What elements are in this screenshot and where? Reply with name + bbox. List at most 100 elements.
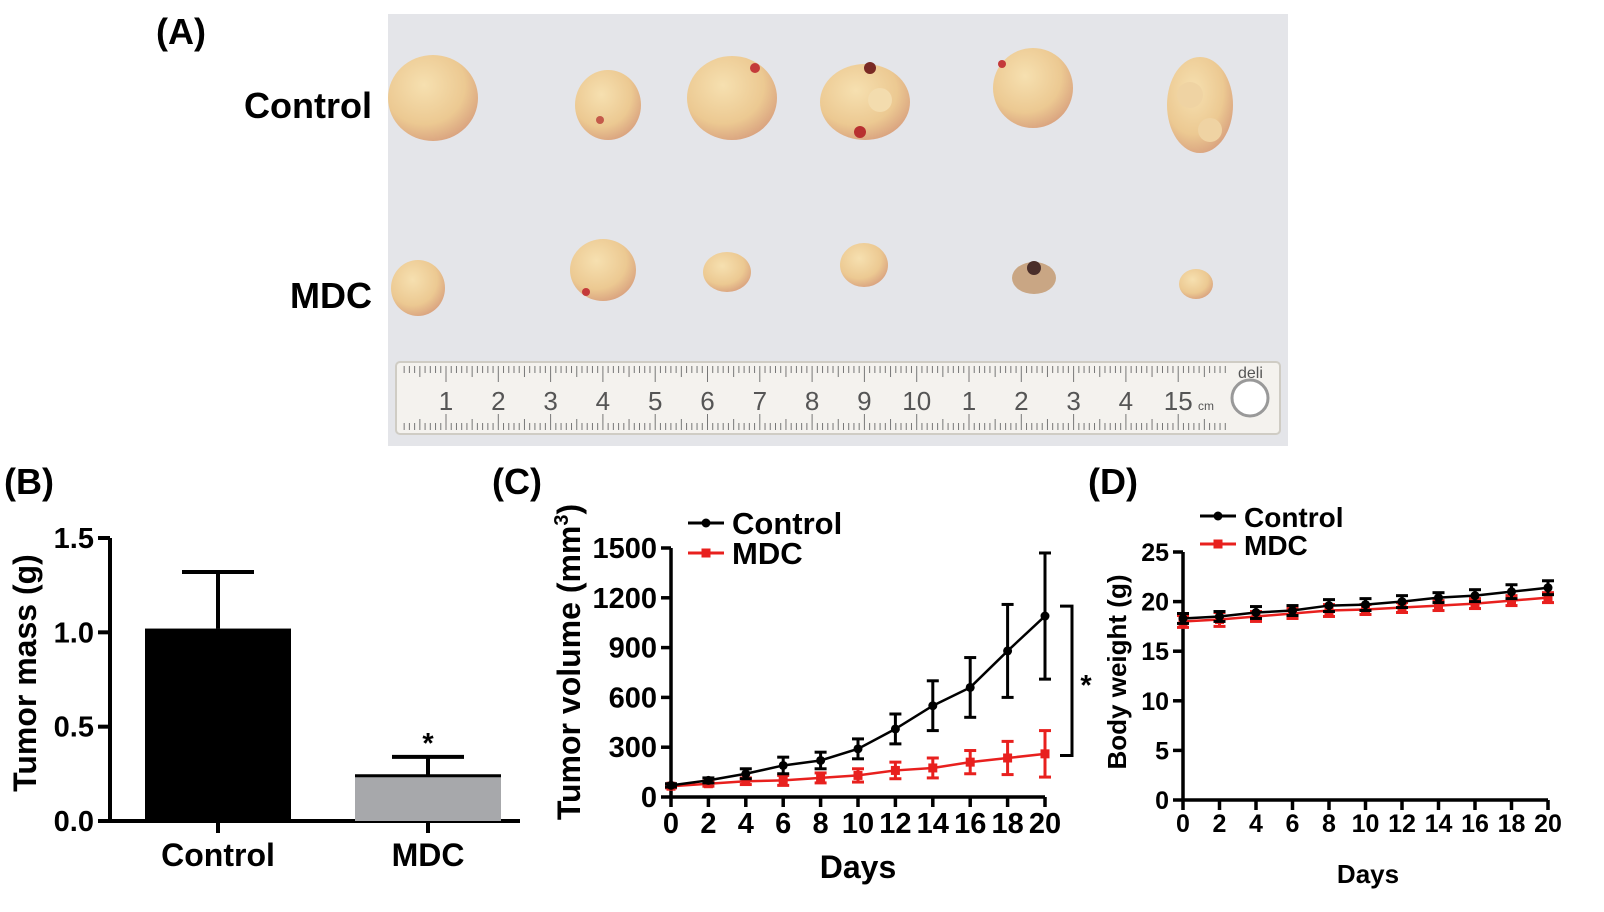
x-axis-label: Days <box>1337 859 1399 889</box>
ruler-number: 3 <box>1066 386 1080 416</box>
panel-label-a: (A) <box>156 11 206 52</box>
x-tick-label: 4 <box>738 808 754 840</box>
point-control <box>1003 646 1013 656</box>
blood-spot <box>864 62 876 74</box>
tumor-nodule <box>1198 118 1222 142</box>
x-tick-label: 16 <box>1461 810 1489 838</box>
point-mdc <box>928 763 938 773</box>
panel-label-c: (C) <box>492 461 542 502</box>
ruler-number: 8 <box>805 386 819 416</box>
ruler-number: 5 <box>648 386 662 416</box>
point-control <box>1507 587 1516 597</box>
ruler-unit: cm <box>1198 399 1214 413</box>
point-control <box>1040 611 1050 621</box>
point-control <box>1288 606 1297 616</box>
significance-bracket <box>1060 604 1074 757</box>
blood-spot <box>854 126 866 138</box>
y-tick-label: 600 <box>609 682 657 714</box>
y-tick-label: 0.0 <box>54 806 94 838</box>
y-tick-label: 25 <box>1141 539 1169 567</box>
tumor-mdc-4 <box>840 243 888 287</box>
y-tick-label: 0.5 <box>54 712 94 744</box>
tumor-nodule <box>1177 82 1203 108</box>
x-tick-label: 20 <box>1029 808 1061 840</box>
point-control <box>1543 583 1553 593</box>
point-control <box>778 760 788 770</box>
panel-label-b: (B) <box>4 461 54 502</box>
point-mdc <box>853 770 863 780</box>
point-control <box>1470 591 1480 601</box>
x-tick-label: Control <box>161 837 275 873</box>
y-tick-label: 900 <box>609 633 657 665</box>
y-tick-label: 0 <box>1155 787 1169 815</box>
x-tick-label: 16 <box>954 808 986 840</box>
significance-star: * <box>422 728 434 760</box>
tumor-mdc-2 <box>570 239 636 301</box>
bar-control <box>145 628 291 821</box>
x-tick-label: 14 <box>917 808 949 840</box>
y-tick-label: 5 <box>1155 737 1169 765</box>
point-mdc <box>1543 593 1553 603</box>
y-tick-label: 1.5 <box>54 523 94 555</box>
legend-label-mdc: MDC <box>732 536 803 571</box>
tumor-control-5 <box>993 48 1073 128</box>
mdc-tumors <box>391 239 1213 316</box>
legend-marker-control <box>1213 511 1223 521</box>
x-tick-label: 2 <box>700 808 716 840</box>
ruler-number: 3 <box>543 386 557 416</box>
row-label-control: Control <box>244 85 372 126</box>
legend-label-mdc: MDC <box>1244 530 1308 561</box>
chart-c: Tumor volume (mm3) Days 0 300 600 900 1200 15… <box>551 504 1092 885</box>
blood-spot <box>582 288 590 296</box>
x-tick-label: 10 <box>842 808 874 840</box>
legend-marker-mdc <box>1213 539 1223 549</box>
ruler-number: 4 <box>596 386 610 416</box>
y-tick-label: 1500 <box>592 533 657 565</box>
point-control <box>1178 613 1188 623</box>
x-tick-label: 14 <box>1425 810 1453 838</box>
x-tick-label: 6 <box>1286 810 1300 838</box>
ruler-number: 15 <box>1164 386 1193 416</box>
blood-spot <box>998 60 1006 68</box>
point-control <box>816 755 826 765</box>
blood-spot <box>596 116 604 124</box>
point-control <box>1324 601 1334 611</box>
y-tick-label: 1200 <box>592 583 657 615</box>
point-control <box>890 724 900 734</box>
ruler-number: 6 <box>700 386 714 416</box>
tumor-control-6 <box>1167 57 1233 153</box>
tumor-nodule <box>868 88 892 112</box>
point-control <box>928 701 938 711</box>
ruler-numbers: 1 2 3 4 5 6 7 8 9 10 1 2 3 4 15 <box>439 386 1193 416</box>
control-tumors <box>388 48 1233 153</box>
legend-label-control: Control <box>732 506 842 541</box>
tumor-photo: 1 2 3 4 5 6 7 8 9 10 1 2 3 4 15 deli cm <box>388 14 1288 446</box>
ruler-brand: deli <box>1238 365 1263 382</box>
y-tick-label: 0 <box>641 782 657 814</box>
point-control <box>703 775 713 785</box>
blood-spot <box>750 63 760 73</box>
ruler-ticks <box>403 366 1226 430</box>
x-tick-label: 6 <box>775 808 791 840</box>
point-control <box>741 769 751 779</box>
y-axis-label: Tumor mass (g) <box>7 554 43 792</box>
y-tick-label: 20 <box>1141 589 1169 617</box>
point-control <box>965 682 975 692</box>
point-control <box>1251 608 1261 618</box>
x-tick-label: 18 <box>991 808 1023 840</box>
tumor-mdc-6 <box>1179 269 1213 299</box>
y-tick-label: 15 <box>1141 638 1169 666</box>
ruler: 1 2 3 4 5 6 7 8 9 10 1 2 3 4 15 deli cm <box>395 361 1281 435</box>
significance-star: * <box>1080 670 1092 702</box>
x-tick-label: 0 <box>1176 810 1190 838</box>
ruler-body <box>395 361 1281 435</box>
x-tick-label: 8 <box>813 808 829 840</box>
legend-label-control: Control <box>1244 502 1344 533</box>
ruler-number: 1 <box>962 386 976 416</box>
ruler-number: 4 <box>1119 386 1133 416</box>
ruler-number: 1 <box>439 386 453 416</box>
legend-marker-mdc <box>701 548 711 558</box>
point-control <box>666 780 676 790</box>
